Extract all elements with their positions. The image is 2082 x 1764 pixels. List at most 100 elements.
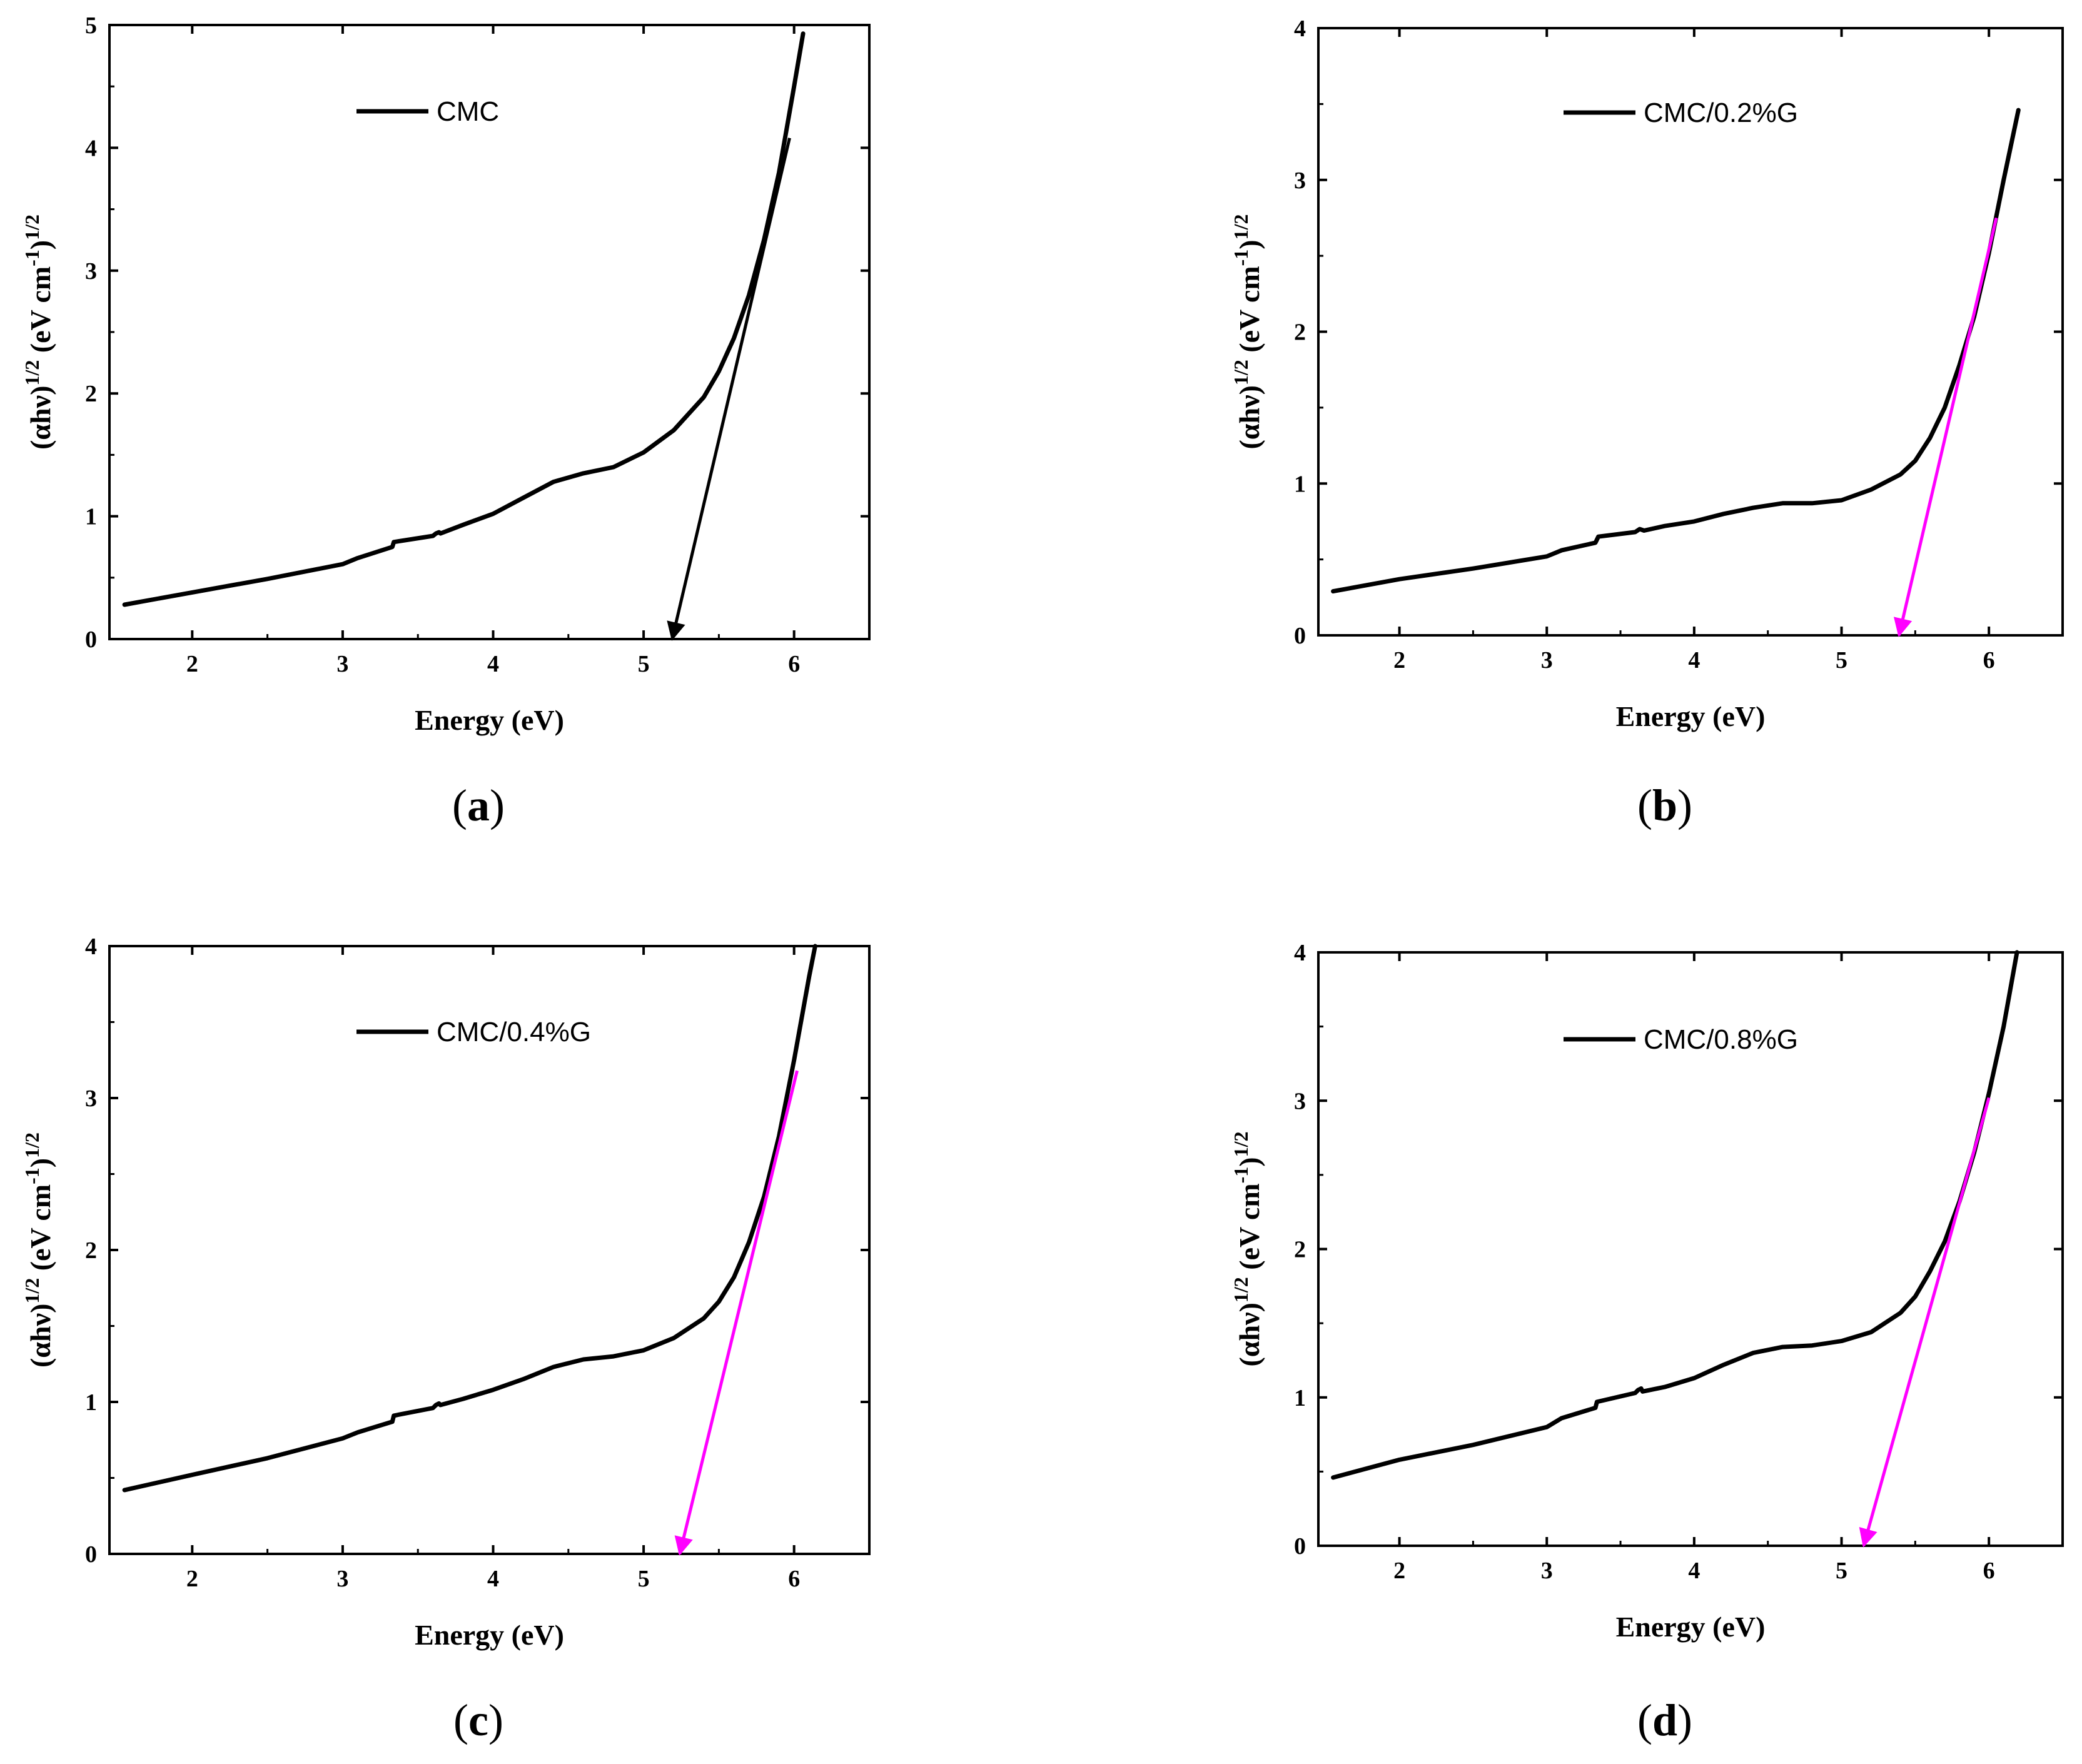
tangent-arrow (667, 138, 791, 641)
y-tick-label: 3 (1294, 1088, 1306, 1114)
x-tick-label: 5 (1836, 1558, 1847, 1584)
x-tick-label: 6 (1983, 1558, 1995, 1584)
y-axis-title-close: ) (24, 240, 56, 249)
y-axis-title-exp3: 1/2 (1230, 1131, 1252, 1157)
tangent-arrow (1859, 1097, 1991, 1548)
panel-caption: (c) (453, 1695, 503, 1745)
y-tick-label: 4 (85, 135, 97, 161)
y-axis-title-prefix: (αhν) (1233, 385, 1265, 449)
series-line-c (122, 944, 817, 1493)
caption-close-paren: ) (488, 1695, 503, 1745)
tangent-arrow (1893, 217, 1998, 637)
caption-open-paren: ( (453, 1695, 468, 1745)
y-axis-title-exp3: 1/2 (21, 1132, 43, 1158)
series-line-a (122, 31, 806, 607)
y-axis-title-exp1: 1/2 (1230, 1277, 1252, 1303)
x-axis-title: Energy (eV) (415, 704, 564, 736)
y-tick-label: 1 (1294, 1385, 1306, 1411)
y-axis-title-exp2: -1 (1230, 249, 1252, 266)
y-tick-label: 3 (85, 258, 97, 285)
y-tick-label: 3 (85, 1086, 97, 1112)
y-tick-label: 2 (1294, 1237, 1306, 1263)
y-tick-label: 1 (1294, 471, 1306, 497)
y-tick-label: 0 (1294, 623, 1306, 649)
y-tick-label: 0 (85, 1541, 97, 1568)
caption-close-paren: ) (1677, 1695, 1692, 1745)
x-tick-label: 3 (336, 1566, 348, 1592)
y-axis-title-prefix: (αhν) (24, 1304, 56, 1368)
y-tick-label: 4 (1294, 16, 1306, 42)
x-tick-label: 4 (487, 651, 499, 677)
x-axis-title: Energy (eV) (415, 1619, 564, 1651)
caption-open-paren: ( (452, 780, 467, 830)
series-line-d (1331, 950, 2019, 1480)
y-tick-label: 5 (85, 13, 97, 39)
x-tick-label: 2 (1393, 647, 1405, 673)
x-tick-label: 3 (1541, 1558, 1553, 1584)
x-tick-label: 4 (1688, 647, 1700, 673)
y-axis-title: (αhν)1/2 (eV cm-1)1/2 (21, 1132, 56, 1368)
legend-label: CMC/0.2%G (1644, 98, 1798, 128)
x-tick-label: 3 (336, 651, 348, 677)
y-tick-label: 2 (85, 381, 97, 407)
legend-label: CMC/0.8%G (1644, 1024, 1798, 1055)
x-tick-label: 2 (186, 651, 198, 677)
caption-open-paren: ( (1637, 1695, 1652, 1745)
y-tick-label: 4 (1294, 940, 1306, 966)
y-axis-title-exp1: 1/2 (21, 1278, 43, 1304)
y-axis-title-prefix: (αhν) (24, 386, 56, 450)
y-tick-label: 3 (1294, 168, 1306, 194)
x-tick-label: 2 (186, 1566, 198, 1592)
panel-caption: (b) (1637, 780, 1692, 830)
legend-label: CMC/0.4%G (437, 1017, 591, 1047)
caption-open-paren: ( (1637, 780, 1652, 830)
y-tick-label: 0 (85, 627, 97, 653)
y-tick-label: 1 (85, 1389, 97, 1416)
y-axis-title-exp3: 1/2 (1230, 214, 1252, 239)
tangent-arrow (674, 1070, 799, 1556)
y-axis-title-mid: (eV cm (1233, 266, 1265, 360)
y-axis-title-close: ) (24, 1158, 56, 1167)
panel-caption: (a) (452, 780, 505, 830)
y-axis-title-exp1: 1/2 (21, 360, 43, 386)
caption-letter: d (1652, 1695, 1677, 1745)
y-axis-title-exp2: -1 (21, 249, 43, 266)
y-axis-title-exp2: -1 (1230, 1167, 1252, 1184)
y-tick-label: 2 (1294, 320, 1306, 346)
x-tick-label: 6 (788, 1566, 800, 1592)
y-axis-title-close: ) (1233, 1157, 1265, 1166)
y-axis-title-close: ) (1233, 239, 1265, 249)
y-axis-title-mid: (eV cm (24, 1184, 56, 1278)
caption-letter: c (468, 1695, 488, 1745)
x-axis-title: Energy (eV) (1616, 1611, 1766, 1643)
y-axis-title: (αhν)1/2 (eV cm-1)1/2 (21, 214, 56, 450)
x-tick-label: 4 (1688, 1558, 1700, 1584)
caption-close-paren: ) (490, 780, 505, 830)
y-tick-label: 4 (85, 934, 97, 960)
x-tick-label: 4 (487, 1566, 499, 1592)
x-tick-label: 5 (638, 1566, 650, 1592)
y-axis-title-exp2: -1 (21, 1167, 43, 1184)
y-axis-title-mid: (eV cm (24, 266, 56, 360)
caption-letter: a (467, 780, 490, 830)
y-tick-label: 0 (1294, 1533, 1306, 1560)
y-axis-title-prefix: (αhν) (1233, 1303, 1265, 1366)
y-tick-label: 1 (85, 504, 97, 530)
x-tick-label: 6 (788, 651, 800, 677)
x-tick-label: 5 (638, 651, 650, 677)
x-tick-label: 2 (1393, 1558, 1405, 1584)
x-tick-label: 6 (1983, 647, 1995, 673)
x-tick-label: 3 (1541, 647, 1553, 673)
y-tick-label: 2 (85, 1237, 97, 1264)
x-tick-label: 5 (1836, 647, 1847, 673)
caption-letter: b (1652, 780, 1677, 830)
y-axis-title: (αhν)1/2 (eV cm-1)1/2 (1230, 1131, 1265, 1366)
panel-a: 2 3 4 5 6 0 1 2 3 4 5 Energy (eV) (αhν)1/2 (eV cm-1)… (21, 13, 871, 830)
y-axis-title-mid: (eV cm (1233, 1183, 1265, 1277)
panel-caption: (d) (1637, 1695, 1692, 1745)
